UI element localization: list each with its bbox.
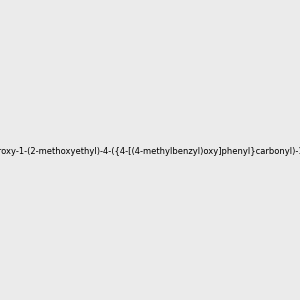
Text: 5-(4-butoxyphenyl)-3-hydroxy-1-(2-methoxyethyl)-4-({4-[(4-methylbenzyl)oxy]pheny: 5-(4-butoxyphenyl)-3-hydroxy-1-(2-methox… xyxy=(0,147,300,156)
